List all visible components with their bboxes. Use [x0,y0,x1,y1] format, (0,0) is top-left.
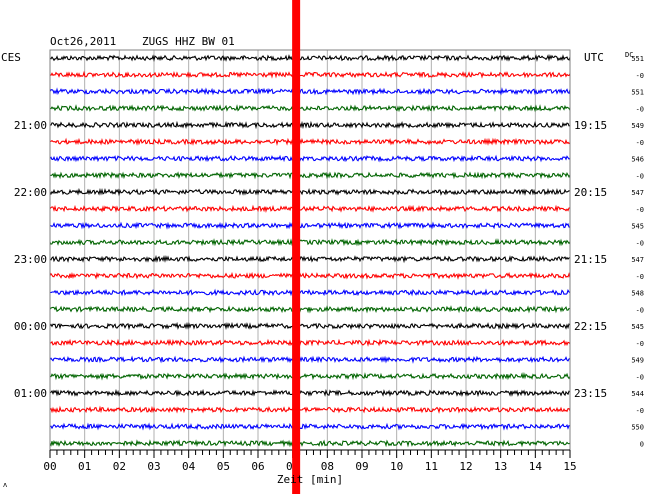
trace [49,305,571,314]
dc-offset-label: 550 [631,424,644,432]
dc-offset-label: -0 [636,273,644,281]
dc-offset-label: 0 [640,440,644,448]
x-tick-label: 14 [529,460,543,473]
dc-offset-label: 548 [631,290,644,298]
header-station: ZUGS HHZ BW 01 [142,35,235,48]
dc-offset-label: -0 [636,407,644,415]
trace [49,104,571,113]
dc-offset-label: -0 [636,239,644,247]
left-zone-label: CES [1,51,21,64]
trace [49,355,571,364]
right-time-label: 22:15 [574,320,607,333]
dc-offset-label: -0 [636,206,644,214]
seismic-traces [49,54,571,448]
dc-offset-label: -0 [636,306,644,314]
right-time-labels: 19:15 20:15 21:15 22:15 23:15 [574,119,607,400]
dc-offset-label: 547 [631,256,644,264]
x-tick-label: 10 [390,460,403,473]
x-tick-label: 02 [113,460,126,473]
dc-offset-labels: 551 -0 551 -0 549 -0 546 -0 547 -0 545 -0 547 -0 548 -0… [631,55,644,448]
dc-offset-label: -0 [636,340,644,348]
left-time-label: 00:00 [14,320,47,333]
header-date: Oct26,2011 [50,35,116,48]
x-tick-label: 15 [563,460,576,473]
trace [49,120,570,130]
trace [49,221,571,230]
trace [49,238,571,247]
trace [49,288,571,297]
right-time-label: 21:15 [574,253,607,266]
trace [49,371,571,381]
dc-header-label: DC [625,51,633,59]
right-time-label: 19:15 [574,119,607,132]
left-time-label: 21:00 [14,119,47,132]
dc-offset-label: -0 [636,373,644,381]
trace [49,70,571,79]
x-tick-label: 09 [355,460,368,473]
dc-offset-label: -0 [636,172,644,180]
right-time-label: 23:15 [574,387,607,400]
x-tick-label: 05 [217,460,230,473]
event-marker [292,0,301,494]
trace [49,439,571,448]
trace [49,137,571,147]
left-time-label: 01:00 [14,387,47,400]
x-tick-label: 08 [321,460,334,473]
x-tick-label: 03 [147,460,160,473]
trace [49,338,571,347]
trace [49,154,571,163]
right-time-label: 20:15 [574,186,607,199]
dc-offset-label: 551 [631,55,644,63]
right-zone-label: UTC [584,51,604,64]
x-axis: 00010203040506070809101112131415 [43,449,577,473]
dc-offset-label: 546 [631,156,644,164]
left-time-label: 22:00 [14,186,47,199]
minute-grid [84,50,536,450]
trace [49,254,571,264]
x-tick-label: 04 [182,460,196,473]
x-tick-label: 01 [78,460,91,473]
dc-offset-label: 551 [631,89,644,97]
trace [49,204,571,213]
dc-offset-label: 549 [631,357,644,365]
dc-offset-label: -0 [636,105,644,113]
corner-mark: ʌ [3,481,7,489]
trace [49,87,571,96]
trace [49,54,571,63]
trace [49,271,571,280]
x-tick-label: 13 [494,460,507,473]
x-tick-label: 12 [459,460,472,473]
trace [49,171,571,180]
trace [49,187,571,197]
x-axis-title: Zeit [min] [277,473,343,486]
trace [49,321,571,331]
x-tick-label: 06 [251,460,264,473]
dc-offset-label: 545 [631,323,644,331]
dc-offset-label: 544 [631,390,644,398]
trace [49,422,571,431]
dc-offset-label: -0 [636,139,644,147]
x-tick-label: 00 [43,460,56,473]
dc-offset-label: 549 [631,122,644,130]
trace [49,388,571,398]
dc-offset-label: 545 [631,223,644,231]
left-time-label: 23:00 [14,253,47,266]
x-tick-label: 11 [425,460,438,473]
dc-offset-label: 547 [631,189,644,197]
left-time-labels: 21:00 22:00 23:00 00:00 01:00 [14,119,47,400]
trace [49,405,571,414]
dc-offset-label: -0 [636,72,644,80]
